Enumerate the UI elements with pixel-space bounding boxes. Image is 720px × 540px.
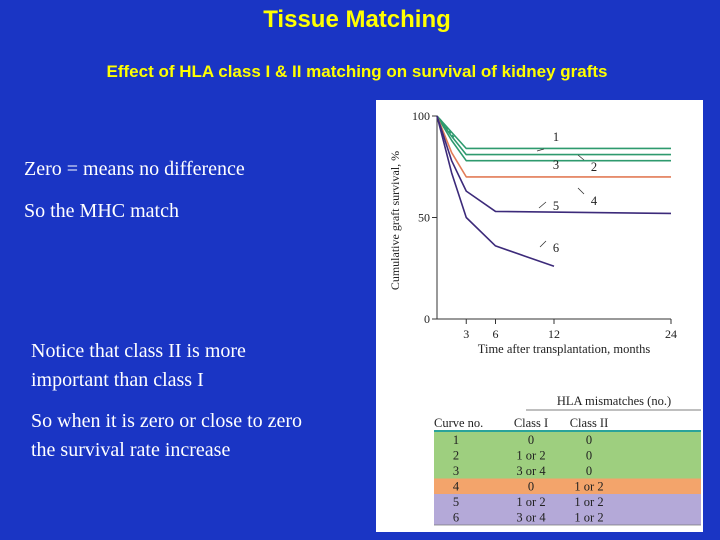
table-header-class2: Class II bbox=[570, 416, 609, 430]
curve-4-leader bbox=[577, 187, 585, 195]
curve-2-label: 2 bbox=[591, 160, 597, 174]
table-row-3-bg bbox=[434, 463, 701, 479]
table-row-3-class1: 3 or 4 bbox=[516, 464, 546, 478]
curve-6-leader bbox=[539, 240, 547, 248]
table-row-3-curve: 3 bbox=[453, 464, 459, 478]
table-row-2-class2: 0 bbox=[586, 449, 592, 463]
y-axis-label: Cumulative graft survival, % bbox=[388, 151, 402, 290]
table-row-5-bg bbox=[434, 494, 701, 510]
curve-2-leader bbox=[577, 154, 585, 161]
slide-subtitle: Effect of HLA class I & II matching on s… bbox=[106, 62, 608, 81]
curve-4-line bbox=[436, 115, 671, 178]
curve-1-leader bbox=[536, 148, 545, 152]
table-row-6-class1: 3 or 4 bbox=[516, 511, 546, 525]
table-row-2-class1: 1 or 2 bbox=[516, 449, 545, 463]
curve-5-leader bbox=[538, 201, 547, 209]
x-tick-label: 3 bbox=[463, 327, 469, 341]
y-tick-label: 50 bbox=[418, 211, 430, 225]
curve-5-label: 5 bbox=[553, 199, 559, 213]
x-axis-label: Time after transplantation, months bbox=[478, 342, 651, 356]
table-row-4-curve: 4 bbox=[453, 480, 460, 494]
curve-6-line bbox=[436, 115, 555, 267]
graft-survival-figure: 0 50 100 3 6 12 24 Cumulative graft survival, %… bbox=[376, 100, 703, 532]
table-row-6-class2: 1 or 2 bbox=[574, 511, 603, 525]
note-class-ii-important: Notice that class II is more important t… bbox=[31, 340, 246, 391]
table-group-header: HLA mismatches (no.) bbox=[557, 394, 671, 408]
table-row-1-class1: 0 bbox=[528, 433, 534, 447]
table-row-2-bg bbox=[434, 447, 701, 463]
x-tick-label: 12 bbox=[548, 327, 560, 341]
table-row-2-curve: 2 bbox=[453, 449, 459, 463]
table-row-4-bg bbox=[434, 478, 701, 494]
x-tick-label: 24 bbox=[665, 327, 677, 341]
table-row-5-class2: 1 or 2 bbox=[574, 495, 603, 509]
slide-title: Tissue Matching bbox=[263, 6, 451, 33]
curve-3-label: 3 bbox=[553, 158, 559, 172]
curve-2-line bbox=[436, 115, 671, 156]
table-row-5-class1: 1 or 2 bbox=[516, 495, 545, 509]
table-row-1-class2: 0 bbox=[586, 433, 592, 447]
curve-5-line bbox=[436, 115, 672, 215]
curve-6-label: 6 bbox=[553, 241, 559, 255]
table-row-6-curve: 6 bbox=[453, 511, 459, 525]
curve-4-label: 4 bbox=[591, 194, 598, 208]
table-row-1-bg bbox=[434, 432, 701, 448]
table-row-1-curve: 1 bbox=[453, 433, 459, 447]
y-tick-label: 100 bbox=[412, 109, 430, 123]
table-row-6-bg bbox=[434, 509, 701, 525]
x-tick-label: 6 bbox=[493, 327, 499, 341]
table-row-3-class2: 0 bbox=[586, 464, 592, 478]
table-header-class1: Class I bbox=[514, 416, 548, 430]
y-tick-label: 0 bbox=[424, 312, 430, 326]
note-mhc-match: So the MHC match bbox=[24, 200, 179, 222]
note-zero-meaning: Zero = means no difference bbox=[24, 158, 245, 180]
curve-1-label: 1 bbox=[553, 130, 559, 144]
table-row-5-curve: 5 bbox=[453, 495, 459, 509]
curve-3-line bbox=[436, 115, 671, 162]
table-row-4-class1: 0 bbox=[528, 480, 534, 494]
note-survival-increase: So when it is zero or close to zero the … bbox=[31, 410, 303, 461]
curve-2-dash bbox=[439, 118, 456, 139]
table-header-curve: Curve no. bbox=[434, 416, 483, 430]
table-row-4-class2: 1 or 2 bbox=[574, 480, 603, 494]
